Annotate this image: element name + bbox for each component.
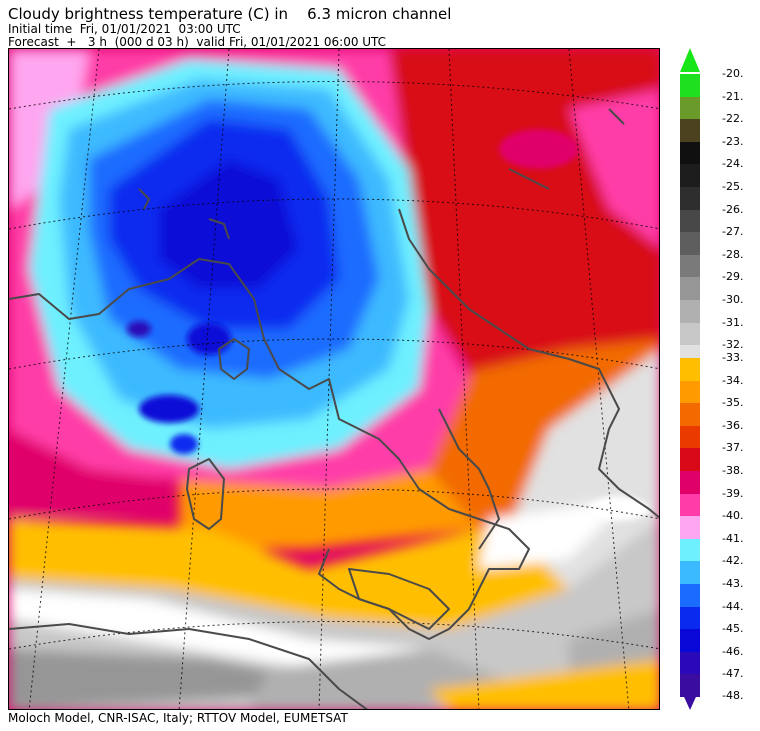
colorbar-label-lower-11: -44.: [722, 599, 744, 613]
colorbar-label-upper-6: -26.: [722, 202, 744, 216]
colorbar-swatch-upper-1: [680, 96, 700, 120]
colorbar: -20. -21. -22. -23. -24. -25. -26. -27. -28. -29.…: [680, 48, 756, 712]
colorbar-label-upper-5: -25.: [722, 180, 744, 193]
colorbar-swatch-upper-9: [680, 277, 700, 300]
colorbar-label-upper-3: -23.: [722, 134, 744, 148]
colorbar-label-upper-10: -30.: [722, 293, 744, 306]
colorbar-swatch-lower-8: [680, 538, 700, 562]
colorbar-label-upper-7: -27.: [722, 225, 744, 239]
map-panel: [8, 48, 660, 710]
colorbar-swatch-lower-13: [680, 651, 700, 675]
colorbar-label-upper-2: -22.: [722, 112, 744, 126]
colorbar-swatch-upper-6: [680, 209, 700, 233]
colorbar-swatch-lower-11: [680, 606, 700, 630]
colorbar-bottom-arrow: [680, 688, 700, 710]
colorbar-swatch-lower-1: [680, 380, 700, 404]
colorbar-label-lower-2: -35.: [722, 396, 744, 410]
colorbar-swatch-upper-3: [680, 141, 700, 165]
chart-title: Cloudy brightness temperature (C) in 6.3…: [8, 5, 452, 23]
colorbar-label-lower-3: -36.: [722, 418, 744, 432]
colorbar-top-arrow: [680, 48, 700, 72]
colorbar-swatch-upper-10: [680, 300, 700, 323]
map-image: [9, 49, 659, 709]
colorbar-label-lower-10: -43.: [722, 577, 744, 590]
colorbar-swatch-lower-6: [680, 493, 700, 517]
colorbar-label-lower-14: -47.: [722, 667, 744, 681]
colorbar-label-upper-12: -32.: [722, 338, 744, 352]
colorbar-swatch-lower-10: [680, 584, 700, 607]
colorbar-swatch-upper-4: [680, 164, 700, 187]
colorbar-swatch-lower-5: [680, 471, 700, 494]
colorbar-label-lower-5: -38.: [722, 464, 744, 477]
colorbar-swatch-lower-2: [680, 403, 700, 426]
colorbar-label-lower-13: -46.: [722, 644, 744, 658]
colorbar-label-lower-0: -33.: [722, 351, 744, 364]
forecast-line: Forecast + 3 h (000 d 03 h) valid Fri, 0…: [8, 35, 387, 49]
colorbar-swatch-lower-9: [680, 561, 700, 584]
colorbar-label-lower-6: -39.: [722, 486, 744, 500]
colorbar-swatch-lower-4: [680, 448, 700, 471]
colorbar-swatch-lower-7: [680, 516, 700, 539]
colorbar-label-bottom: -48.: [722, 689, 744, 702]
colorbar-swatch-upper-11: [680, 322, 700, 346]
colorbar-label-upper-11: -31.: [722, 315, 744, 329]
colorbar-label-lower-7: -40.: [722, 509, 744, 523]
colorbar-label-upper-4: -24.: [722, 157, 744, 171]
colorbar-label-lower-4: -37.: [722, 441, 744, 455]
colorbar-label-lower-8: -41.: [722, 531, 744, 545]
colorbar-label-upper-8: -28.: [722, 247, 744, 261]
colorbar-swatch-upper-7: [680, 232, 700, 255]
colorbar-label-upper-1: -21.: [722, 89, 744, 103]
colorbar-swatch-lower-12: [680, 629, 700, 652]
header: Cloudy brightness temperature (C) in 6.3…: [8, 6, 451, 49]
colorbar-label-upper-0: -20.: [722, 67, 744, 80]
colorbar-swatch-upper-5: [680, 187, 700, 210]
colorbar-label-lower-9: -42.: [722, 554, 744, 568]
colorbar-label-lower-1: -34.: [722, 373, 744, 387]
initial-time-line: Initial time Fri, 01/01/2021 03:00 UTC: [8, 22, 241, 36]
colorbar-swatch-upper-2: [680, 119, 700, 142]
colorbar-label-lower-12: -45.: [722, 622, 744, 636]
colorbar-swatch-upper-8: [680, 254, 700, 278]
footer-credits: Moloch Model, CNR-ISAC, Italy; RTTOV Mod…: [8, 711, 348, 725]
colorbar-swatch-lower-0: [680, 358, 700, 381]
colorbar-label-upper-9: -29.: [722, 270, 744, 284]
colorbar-swatch-upper-0: [680, 74, 700, 97]
colorbar-swatch-lower-3: [680, 425, 700, 449]
